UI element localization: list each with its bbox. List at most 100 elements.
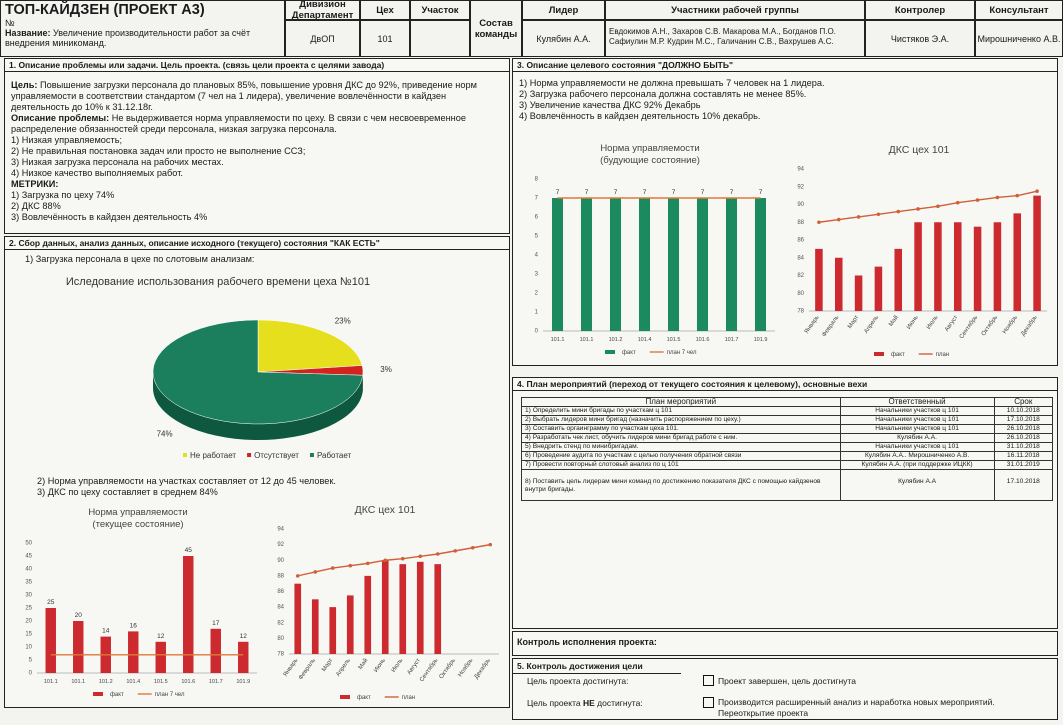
bar: [294, 583, 302, 654]
data-label: 12: [240, 633, 248, 640]
bar-chart: Норма управляемости(текущее состояние) 0 5…: [25, 507, 257, 698]
section-1: 1. Описание проблемы или задачи. Цель пр…: [4, 58, 510, 234]
bar: [834, 257, 843, 311]
table-row: 2) Выбрать лидеров мини бригад (назначит…: [521, 415, 1054, 425]
data-label: 25: [47, 599, 55, 606]
item: 3) ДКС по цеху составляет в среднем 84%: [37, 487, 218, 497]
checkbox[interactable]: [703, 697, 714, 708]
bar: [953, 222, 962, 311]
y-tick-label: 5: [29, 658, 33, 664]
label-part: Цель проекта: [527, 698, 583, 708]
line-marker: [470, 545, 475, 550]
control: Контроль исполнения проекта:: [512, 631, 1058, 656]
x-tick-label: 101.1: [44, 679, 58, 685]
plan-table: План мероприятий Ответственный Срок 1) Опр…: [521, 397, 1054, 501]
controller: Чистяков Э.А.: [865, 20, 975, 57]
achieved-label: Цель проекта достигнута:: [527, 676, 629, 686]
bar: [210, 628, 221, 673]
table-cell: 17.10.2018: [993, 469, 1054, 501]
section-4: 4. План мероприятий (переход от текущего…: [512, 377, 1058, 629]
legend-label: факт: [357, 695, 371, 701]
table-row: 7) Провести повторный слотовый анализ по…: [521, 460, 1054, 470]
problem: Не выдерживается норма управляемости по …: [11, 113, 466, 134]
y-tick-label: 40: [25, 567, 32, 573]
line-series: [297, 543, 491, 577]
line-marker: [418, 554, 423, 559]
data-label: 7: [556, 189, 560, 196]
section-title: 1. Описание проблемы или задачи. Цель пр…: [5, 59, 509, 72]
y-tick-label: 1: [535, 310, 539, 316]
members-label: Участники рабочей группы: [605, 0, 865, 20]
pie-slice: [257, 319, 363, 373]
item: 4) Низкое качество выполняемых работ.: [11, 168, 183, 178]
x-tick-label: Октябрь: [981, 315, 999, 337]
text-line: Производится расширенный анализ и нарабо…: [718, 697, 995, 707]
item: 3) Низкая загрузка персонала на рабочих …: [11, 157, 224, 167]
x-tick-label: Апрель: [863, 315, 880, 335]
data-label: 7: [643, 189, 647, 196]
table-row: 8) Поставить цель лидерам мини команд по…: [521, 469, 1054, 501]
x-tick-label: 101.1: [71, 679, 85, 685]
chart-title: (текущее состояние): [92, 519, 183, 530]
x-tick-label: Октябрь: [439, 658, 457, 680]
data-label: 7: [701, 189, 705, 196]
table-cell: Кулябин А.А. (при поддержке ИЦКК): [839, 460, 995, 470]
metric: 2) ДКС 88%: [11, 201, 61, 211]
legend-label: Работает: [317, 451, 352, 460]
x-tick-label: Август: [944, 315, 959, 333]
legend-label: план 7 чел: [667, 350, 697, 356]
table-cell: 1) Определить мини бригады по участкам ц…: [521, 406, 841, 416]
x-tick-label: 101.7: [725, 337, 739, 343]
line-marker: [896, 209, 901, 214]
bar-chart: ДКС цех 101 78 80 82 84 86 88 90 92 94 ЯнварьФевра…: [277, 504, 499, 701]
line-marker: [330, 566, 335, 570]
bar: [725, 198, 738, 331]
line-marker: [1015, 193, 1020, 198]
x-tick-label: Март: [321, 658, 334, 673]
chart-title: ДКС цех 101: [355, 504, 416, 516]
line-marker: [995, 195, 1000, 200]
leader: Кулябин А.А.: [522, 20, 605, 57]
legend-swatch: [874, 352, 884, 356]
bar: [434, 564, 442, 654]
legend-label: план 7 чел: [155, 692, 185, 698]
line-marker: [400, 556, 405, 561]
y-tick-label: 90: [277, 558, 284, 564]
y-tick-label: 3: [535, 272, 539, 278]
site: [410, 20, 470, 57]
y-tick-label: 88: [797, 220, 804, 226]
metric: 3) Вовлечённость в кайдзен деятельность …: [11, 212, 208, 222]
data-label: 3%: [380, 365, 392, 374]
y-tick-label: 35: [25, 580, 32, 586]
data-label: 23%: [335, 316, 351, 325]
y-tick-label: 15: [25, 632, 32, 638]
bar: [815, 248, 823, 311]
members: Евдокимов А.Н., Захаров С.В. Макарова М.…: [605, 20, 865, 57]
x-tick-label: Февраль: [298, 658, 317, 681]
legend-swatch: [605, 350, 615, 354]
x-tick-label: Сентябрь: [419, 658, 439, 683]
data-label: 7: [614, 189, 618, 196]
section-2: 2. Сбор данных, анализ данных, описание …: [4, 236, 510, 708]
division-label: Дивизион Департамент: [285, 0, 360, 20]
site-label: Участок: [410, 0, 470, 20]
table-cell: Кулябин А.А.. Мирошниченко А.В.: [839, 451, 995, 461]
y-tick-label: 82: [277, 620, 284, 626]
bar: [973, 226, 982, 311]
item: 4) Вовлечённость в кайдзен деятельность …: [519, 111, 761, 121]
x-tick-label: Ноябрь: [458, 658, 475, 679]
y-tick-label: 2: [535, 291, 539, 297]
legend-label: факт: [622, 350, 636, 356]
controller-label: Контролер: [865, 0, 975, 20]
y-tick-label: 20: [25, 619, 32, 625]
members-line: Сафиулин М.Р. Кудрин М.С., Галичанин С.В…: [609, 37, 834, 46]
y-tick-label: 7: [535, 196, 539, 202]
bar: [1013, 213, 1022, 311]
x-tick-label: Январь: [283, 658, 300, 678]
checkbox[interactable]: [703, 675, 714, 686]
bar: [346, 595, 354, 654]
y-tick-label: 45: [25, 554, 32, 560]
y-tick-label: 78: [277, 652, 284, 658]
x-tick-label: Декабрь: [1020, 315, 1038, 338]
y-tick-label: 10: [25, 645, 32, 651]
